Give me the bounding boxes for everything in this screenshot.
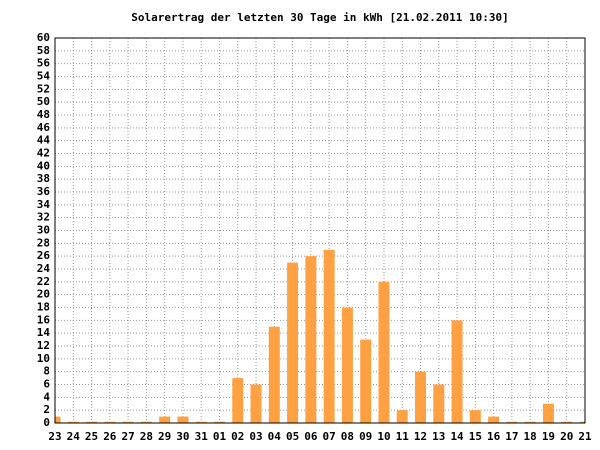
x-tick-label: 06: [304, 430, 318, 443]
x-tick-label: 31: [195, 430, 209, 443]
x-tick-label: 30: [176, 430, 189, 443]
y-tick-label: 22: [37, 275, 50, 288]
bar: [341, 307, 353, 423]
x-tick-label: 28: [140, 430, 153, 443]
x-tick-label: 13: [432, 430, 445, 443]
bar: [250, 384, 262, 423]
y-tick-label: 16: [37, 313, 51, 326]
bar: [305, 256, 317, 423]
x-tick-label: 01: [213, 430, 227, 443]
x-tick-label: 14: [450, 430, 464, 443]
y-tick-label: 56: [37, 57, 51, 70]
y-tick-label: 20: [37, 288, 50, 301]
y-tick-label: 12: [37, 339, 50, 352]
x-tick-label: 10: [377, 430, 390, 443]
y-tick-label: 34: [37, 198, 51, 211]
bar: [122, 421, 134, 423]
y-tick-label: 30: [37, 224, 50, 237]
bar: [579, 421, 585, 423]
bar: [360, 339, 372, 423]
chart-title: Solarertrag der letzten 30 Tage in kWh […: [131, 11, 509, 24]
bar: [469, 410, 481, 423]
bar: [378, 281, 390, 423]
x-tick-label: 20: [560, 430, 573, 443]
y-tick-label: 32: [37, 211, 50, 224]
y-tick-label: 8: [43, 365, 50, 378]
bar: [195, 421, 207, 423]
x-tick-label: 05: [286, 430, 299, 443]
bar: [488, 416, 500, 423]
y-tick-label: 2: [43, 403, 50, 416]
bar: [67, 421, 79, 423]
bar: [232, 378, 244, 423]
x-tick-label: 11: [396, 430, 410, 443]
y-tick-label: 18: [37, 301, 50, 314]
y-tick-label: 14: [37, 326, 51, 339]
x-tick-label: 23: [48, 430, 61, 443]
x-tick-label: 07: [323, 430, 336, 443]
y-tick-label: 46: [37, 121, 51, 134]
x-tick-label: 25: [85, 430, 98, 443]
x-tick-label: 17: [505, 430, 518, 443]
y-tick-label: 58: [37, 44, 50, 57]
x-tick-label: 26: [103, 430, 117, 443]
y-tick-label: 54: [37, 70, 51, 83]
bar: [86, 421, 98, 423]
bars: [55, 249, 585, 423]
bar: [55, 416, 61, 423]
bar: [415, 371, 426, 423]
y-tick-label: 50: [37, 95, 50, 108]
bar: [451, 320, 463, 423]
x-tick-label: 08: [341, 430, 354, 443]
y-tick-label: 44: [37, 134, 51, 147]
x-tick-label: 19: [542, 430, 555, 443]
bar: [287, 262, 299, 423]
bar: [542, 403, 554, 423]
bar: [396, 410, 408, 423]
bar: [268, 326, 280, 423]
bar: [524, 421, 536, 423]
x-tick-label: 04: [268, 430, 282, 443]
bar: [433, 384, 445, 423]
x-tick-label: 18: [524, 430, 537, 443]
x-tick-label: 02: [231, 430, 244, 443]
bar: [323, 249, 335, 423]
bar: [159, 416, 171, 423]
y-tick-label: 42: [37, 147, 50, 160]
y-tick-label: 48: [37, 108, 50, 121]
bar: [561, 421, 573, 423]
bar: [506, 421, 518, 423]
x-tick-label: 09: [359, 430, 372, 443]
x-tick-label: 16: [487, 430, 501, 443]
bar: [104, 421, 116, 423]
y-tick-label: 60: [37, 31, 50, 44]
y-tick-label: 0: [43, 416, 50, 429]
bar: [177, 416, 189, 423]
y-tick-label: 10: [37, 352, 50, 365]
y-tick-label: 40: [37, 159, 50, 172]
y-tick-label: 4: [43, 390, 50, 403]
y-tick-label: 36: [37, 185, 51, 198]
x-tick-label: 15: [469, 430, 482, 443]
plot-frame: [54, 37, 586, 424]
y-tick-label: 52: [37, 82, 50, 95]
bar: [214, 421, 225, 423]
y-tick-label: 28: [37, 236, 50, 249]
x-tick-label: 12: [414, 430, 427, 443]
y-tick-label: 24: [37, 262, 51, 275]
y-tick-label: 38: [37, 172, 50, 185]
y-tick-label: 26: [37, 249, 51, 262]
x-tick-label: 27: [121, 430, 134, 443]
x-tick-label: 24: [67, 430, 81, 443]
x-tick-label: 29: [158, 430, 171, 443]
x-tick-label: 03: [249, 430, 262, 443]
bar: [140, 421, 152, 423]
x-tick-label: 21: [578, 430, 592, 443]
y-tick-label: 6: [43, 378, 50, 391]
